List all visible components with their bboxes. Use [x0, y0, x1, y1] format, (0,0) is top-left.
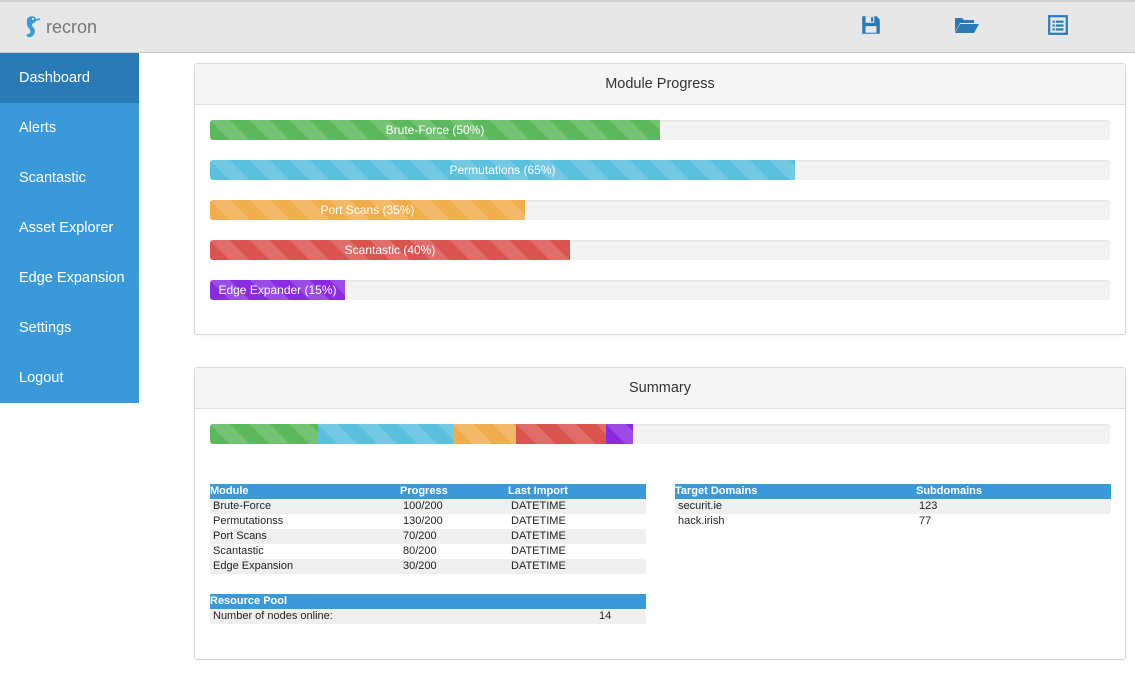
progress-track-edge-expander: Edge Expander (15%): [210, 280, 1110, 300]
column-header: Subdomains: [916, 484, 1111, 499]
progress-bar-edge-expander: Edge Expander (15%): [210, 280, 345, 300]
summary-segment-scantastic: [516, 424, 606, 444]
table-cell: securit.ie: [675, 499, 916, 514]
app-name: recron: [46, 16, 98, 37]
progress-bar-scantastic: Scantastic (40%): [210, 240, 570, 260]
table-row: Scantastic 80/200 DATETIME: [210, 544, 646, 559]
column-header: Progress: [400, 484, 508, 499]
table-cell: 70/200: [400, 529, 508, 544]
summary-segment-permutations: [318, 424, 453, 444]
brand[interactable]: recron: [22, 13, 97, 41]
folder-open-icon[interactable]: [954, 14, 980, 36]
module-progress-title: Module Progress: [195, 64, 1125, 105]
table-cell: DATETIME: [508, 559, 646, 574]
table-cell: Permutationss: [210, 514, 400, 529]
column-header: Last Import: [508, 484, 646, 499]
seahorse-logo-icon: [26, 16, 41, 38]
table-cell: 130/200: [400, 514, 508, 529]
module-progress-panel: Module Progress Brute-Force (50%) Permut…: [194, 63, 1126, 335]
progress-bar-port-scans: Port Scans (35%): [210, 200, 525, 220]
column-header: Module: [210, 484, 400, 499]
summary-stacked-progress: [210, 424, 1110, 444]
sidebar-item-dashboard[interactable]: Dashboard: [0, 53, 139, 103]
top-navbar: recron: [0, 0, 1135, 53]
summary-title: Summary: [195, 368, 1125, 409]
table-header-row: Module Progress Last Import: [210, 484, 646, 499]
table-cell: hack.irish: [675, 514, 916, 529]
sidebar-item-scantastic[interactable]: Scantastic: [19, 170, 86, 186]
table-cell: Edge Expansion: [210, 559, 400, 574]
table-cell: 80/200: [400, 544, 508, 559]
table-cell: 123: [916, 499, 1111, 514]
summary-panel: Summary Module Progress Last Import Brut…: [194, 367, 1126, 660]
progress-track-brute-force: Brute-Force (50%): [210, 120, 1110, 140]
list-icon[interactable]: [1047, 14, 1069, 36]
table-cell: DATETIME: [508, 514, 646, 529]
table-cell: DATETIME: [508, 544, 646, 559]
sidebar-item-alerts[interactable]: Alerts: [19, 120, 57, 136]
table-row: Edge Expansion 30/200 DATETIME: [210, 559, 646, 574]
table-row: Permutationss 130/200 DATETIME: [210, 514, 646, 529]
summary-segment-brute-force: [210, 424, 318, 444]
sidebar-item-asset-explorer[interactable]: Asset Explorer: [19, 220, 114, 236]
table-row: Port Scans 70/200 DATETIME: [210, 529, 646, 544]
sidebar: Dashboard Alerts Scantastic Asset Explor…: [0, 53, 139, 403]
summary-segment-port-scans: [453, 424, 516, 444]
table-cell: Port Scans: [210, 529, 400, 544]
domains-table: Target Domains Subdomains securit.ie 123…: [675, 484, 1111, 529]
save-icon[interactable]: [860, 14, 882, 36]
modules-table: Module Progress Last Import Brute-Force …: [210, 484, 646, 574]
table-cell: Scantastic: [210, 544, 400, 559]
column-header: Target Domains: [675, 484, 916, 499]
table-header-row: Target Domains Subdomains: [675, 484, 1111, 499]
table-row: Number of nodes online: 14: [210, 609, 646, 624]
progress-track-permutations: Permutations (65%): [210, 160, 1110, 180]
table-cell: 100/200: [400, 499, 508, 514]
progress-bar-brute-force: Brute-Force (50%): [210, 120, 660, 140]
sidebar-item-edge-expansion[interactable]: Edge Expansion: [19, 270, 125, 286]
resource-pool-table: Resource Pool Number of nodes online: 14: [210, 594, 646, 624]
table-row: securit.ie 123: [675, 499, 1111, 514]
sidebar-item-logout[interactable]: Logout: [19, 370, 64, 386]
table-cell: 30/200: [400, 559, 508, 574]
table-header-row: Resource Pool: [210, 594, 646, 609]
table-cell: Brute-Force: [210, 499, 400, 514]
nodes-online-value: 14: [596, 609, 646, 624]
table-cell: DATETIME: [508, 529, 646, 544]
table-cell: 77: [916, 514, 1111, 529]
column-header: Resource Pool: [210, 594, 646, 609]
table-row: hack.irish 77: [675, 514, 1111, 529]
progress-bar-permutations: Permutations (65%): [210, 160, 795, 180]
progress-track-scantastic: Scantastic (40%): [210, 240, 1110, 260]
table-cell: DATETIME: [508, 499, 646, 514]
table-row: Brute-Force 100/200 DATETIME: [210, 499, 646, 514]
nodes-online-label: Number of nodes online:: [210, 609, 596, 624]
summary-segment-edge-expander: [606, 424, 633, 444]
progress-track-port-scans: Port Scans (35%): [210, 200, 1110, 220]
sidebar-item-settings[interactable]: Settings: [19, 320, 72, 336]
